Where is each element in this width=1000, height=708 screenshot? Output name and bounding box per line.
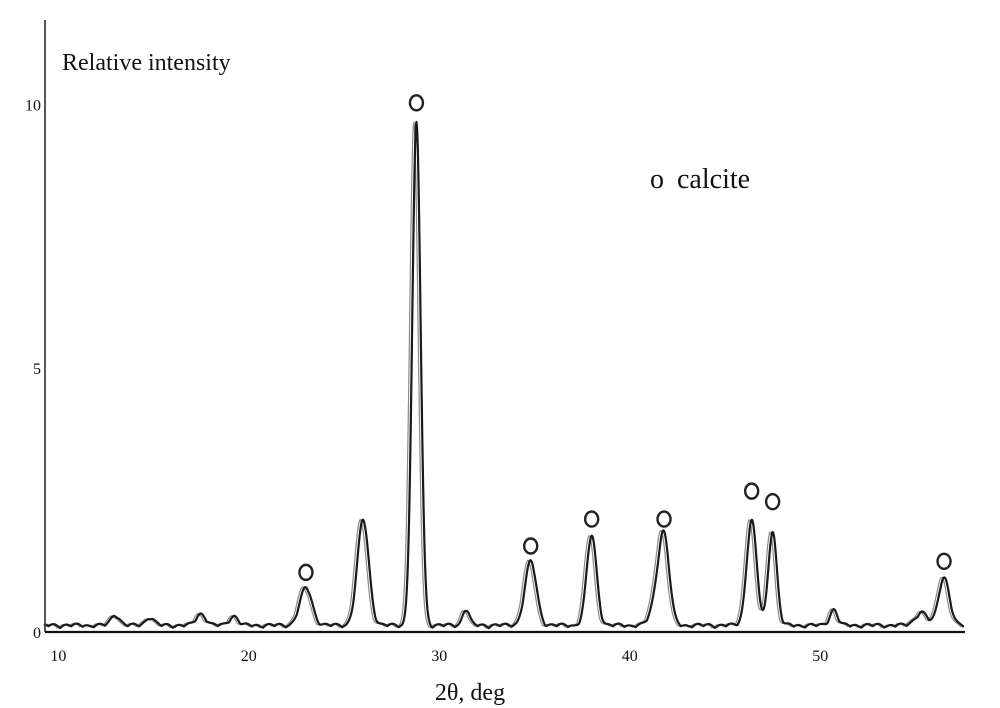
calcite-marker <box>743 482 760 500</box>
x-tick-labels: 10 20 30 40 50 <box>50 648 828 665</box>
x-tick-label: 20 <box>241 648 257 665</box>
calcite-marker <box>764 492 781 511</box>
calcite-markers <box>298 94 952 582</box>
x-tick-label: 50 <box>812 648 828 665</box>
x-axis-label: 2θ, deg <box>435 680 505 706</box>
y-tick-label: 10 <box>25 97 41 114</box>
calcite-marker <box>583 510 600 528</box>
x-tick-label: 40 <box>622 648 638 665</box>
diffraction-trace <box>45 120 965 630</box>
y-tick-label: 0 <box>33 625 41 642</box>
legend-label: calcite <box>677 164 750 195</box>
calcite-marker <box>408 94 425 112</box>
plot-area <box>43 120 965 630</box>
x-tick-label: 10 <box>50 648 66 665</box>
calcite-marker <box>656 510 672 528</box>
y-axis-label: Relative intensity <box>62 50 231 76</box>
legend: o calcite <box>650 164 750 195</box>
calcite-marker <box>523 537 539 555</box>
legend-marker-icon: o <box>650 164 664 195</box>
calcite-marker <box>936 552 952 571</box>
diffraction-trace-shadow <box>43 121 962 629</box>
calcite-marker <box>298 563 314 582</box>
x-tick-label: 30 <box>431 648 447 665</box>
y-tick-labels: 0 5 10 <box>25 97 41 642</box>
y-tick-label: 5 <box>33 361 41 378</box>
